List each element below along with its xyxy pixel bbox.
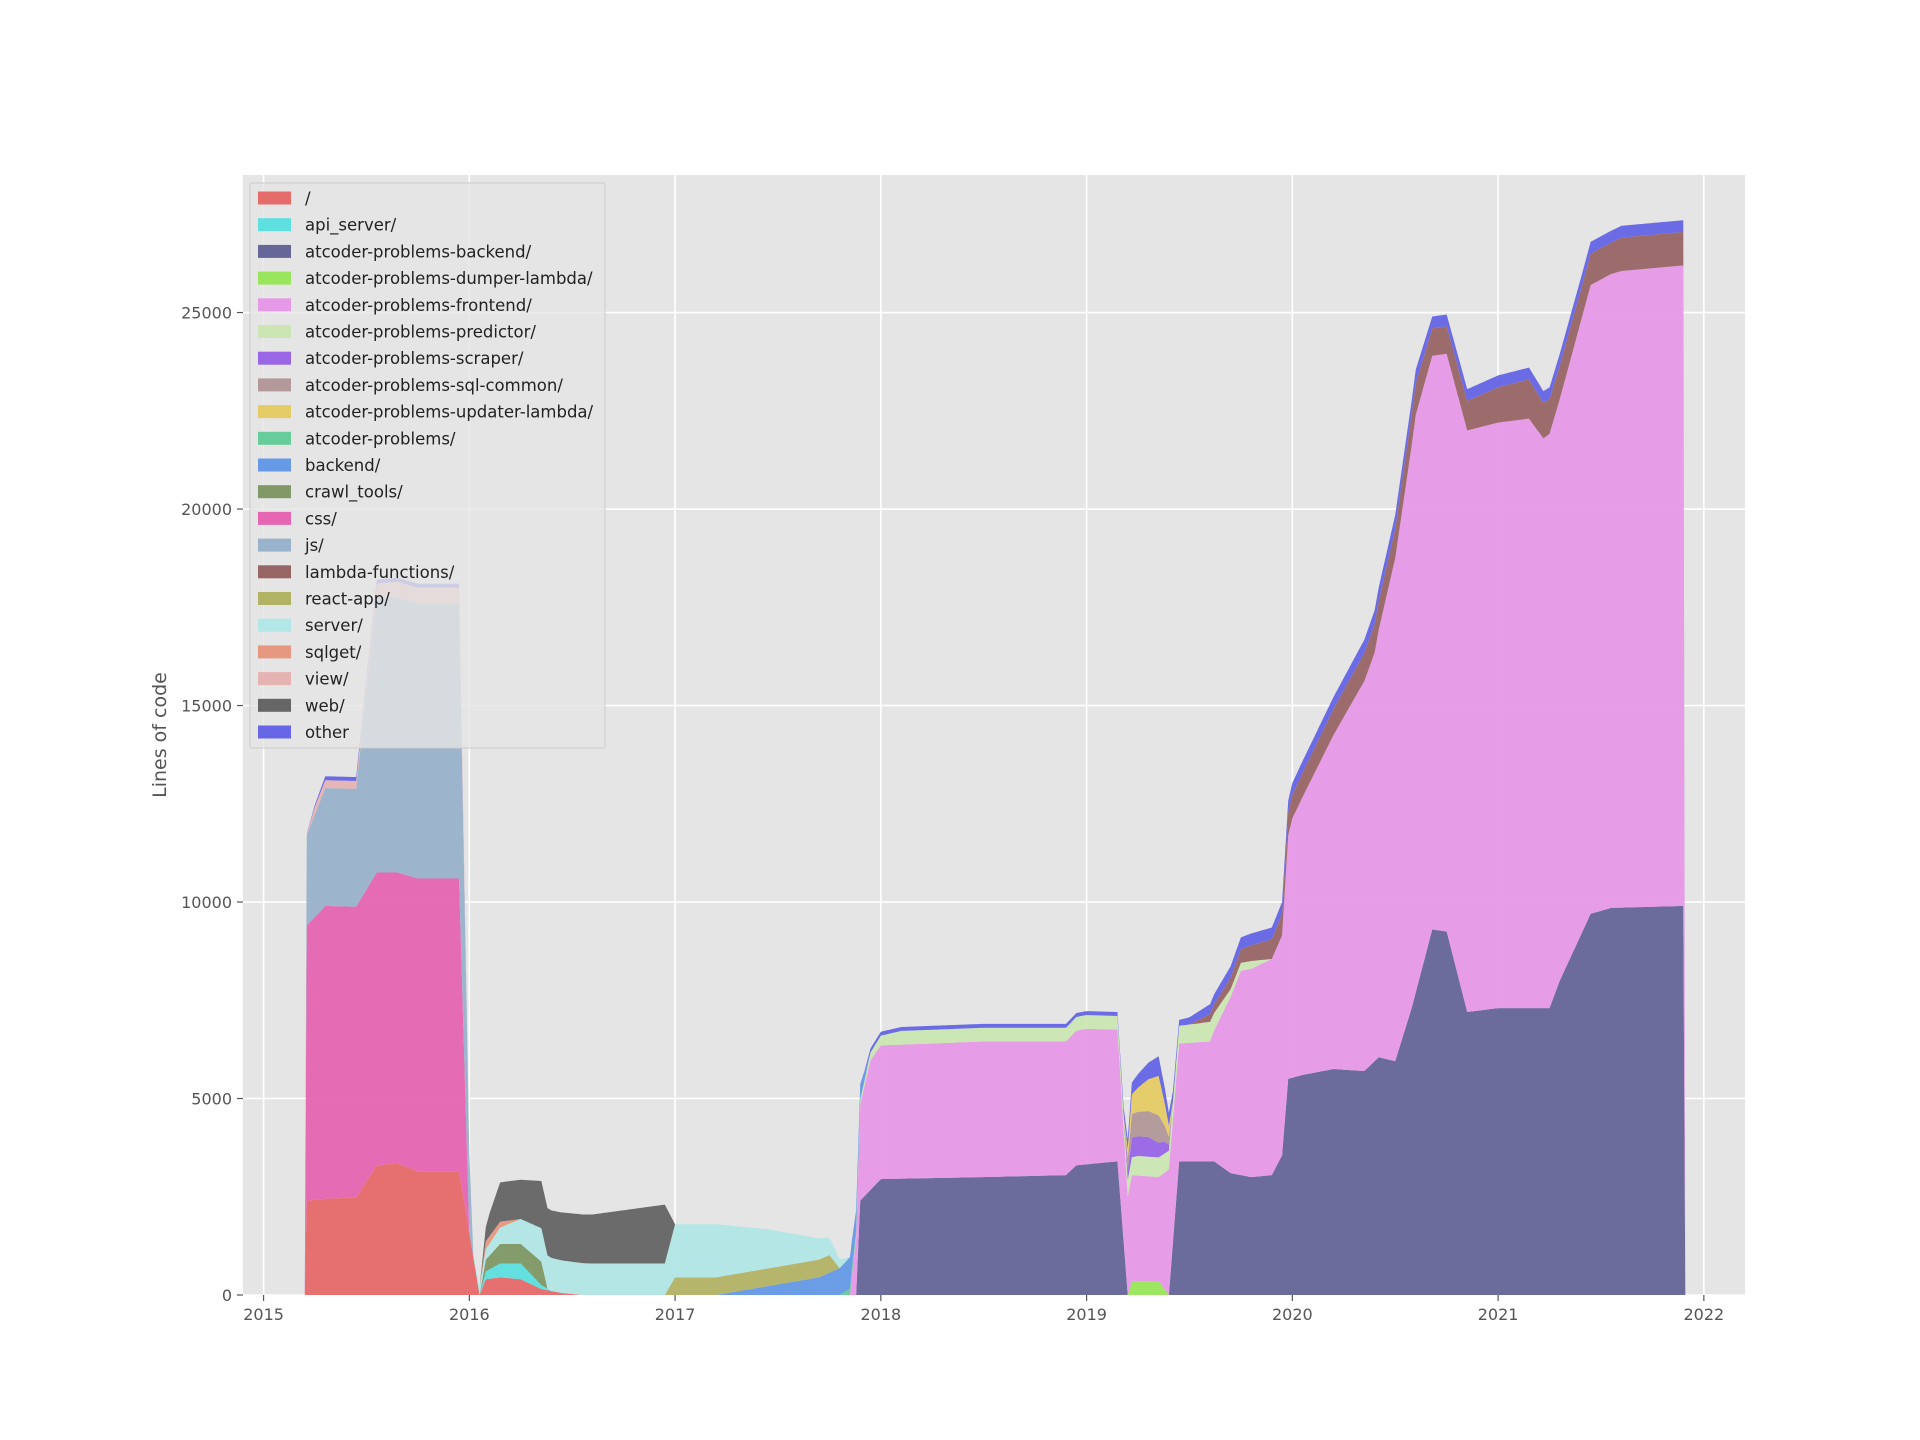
legend-swatch [258,511,291,525]
legend-swatch [258,431,291,445]
legend-swatch [258,538,291,552]
x-tick-label: 2016 [449,1305,490,1324]
legend-label: view/ [305,670,349,689]
y-axis-title: Lines of code [149,672,171,798]
legend-swatch [258,565,291,579]
area-atcoder-problems-backend [243,905,1745,1295]
legend-swatch [258,405,291,419]
area-series-group [243,220,1745,1296]
legend-swatch [258,725,291,739]
legend-label: crawl_tools/ [305,483,403,503]
legend-swatch [258,618,291,632]
legend-swatch [258,672,291,686]
area-atcoder-problems-frontend [243,265,1745,1295]
y-tick-label: 20000 [181,500,232,519]
x-tick-label: 2020 [1272,1305,1313,1324]
legend-label: js/ [304,536,324,555]
y-axis-ticks: 0 5000 10000 15000 20000 25000 [181,304,243,1305]
legend-label: sqlget/ [305,643,362,662]
legend-swatch [258,218,291,232]
legend-label: lambda-functions/ [305,563,455,582]
legend-label: / [305,189,311,208]
legend-box [249,182,606,749]
y-tick-label: 5000 [191,1090,232,1109]
legend-swatch [258,191,291,205]
legend-label: atcoder-problems/ [305,429,456,448]
legend-swatch [258,325,291,338]
y-tick-label: 25000 [181,304,232,323]
x-tick-label: 2019 [1066,1305,1107,1324]
legend-label: css/ [305,509,337,528]
legend-label: atcoder-problems-predictor/ [305,323,536,342]
legend-label: atcoder-problems-sql-common/ [305,376,563,395]
legend-swatch [258,351,291,365]
legend-label: react-app/ [305,590,390,609]
legend-label: server/ [305,616,363,635]
x-tick-label: 2015 [243,1305,284,1324]
legend-swatch [258,244,291,258]
legend-label: atcoder-problems-scraper/ [305,349,524,368]
legend-swatch [258,698,291,712]
y-tick-label: 15000 [181,697,232,716]
legend-label: other [305,723,349,742]
legend-label: atcoder-problems-updater-lambda/ [305,403,594,422]
legend-swatch [258,378,291,392]
legend-label: atcoder-problems-frontend/ [305,296,532,315]
legend: / api_server/atcoder-problems-backend/atc… [249,182,606,749]
x-tick-label: 2018 [860,1305,901,1324]
x-tick-label: 2021 [1478,1305,1519,1324]
legend-swatch [258,592,291,605]
legend-label: atcoder-problems-backend/ [305,242,532,261]
legend-swatch [258,458,291,472]
x-axis-ticks: 2015 2016 2017 2018 2019 2020 2021 2022 [243,1295,1724,1324]
area-root [243,1163,1745,1295]
x-tick-label: 2017 [655,1305,696,1324]
legend-swatch [258,645,291,659]
legend-swatch [258,271,291,285]
x-tick-label: 2022 [1683,1305,1724,1324]
legend-label: atcoder-problems-dumper-lambda/ [305,269,593,288]
y-tick-label: 10000 [181,893,232,912]
y-tick-label: 0 [222,1286,232,1305]
legend-swatch [258,298,291,312]
legend-label: web/ [305,696,345,715]
legend-label: backend/ [305,456,381,475]
legend-swatch [258,485,291,499]
legend-label: api_server/ [305,216,397,236]
